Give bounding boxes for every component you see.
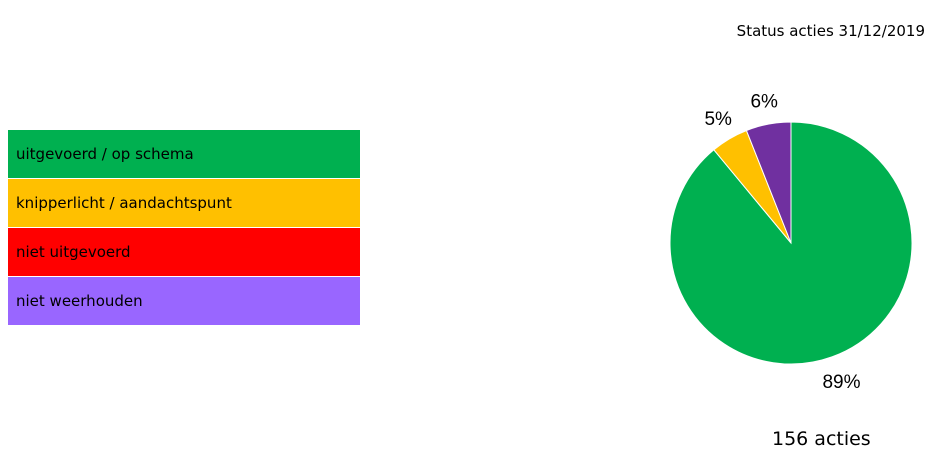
legend-item-uitgevoerd: uitgevoerd / op schema xyxy=(8,130,360,178)
legend: uitgevoerd / op schema knipperlicht / aa… xyxy=(8,130,360,326)
pie-label-6: 6% xyxy=(750,92,778,113)
pie-label-89: 89% xyxy=(822,372,860,390)
pie-slice-6 xyxy=(745,121,792,244)
pie-chart: 89% 5% 6% xyxy=(640,80,935,390)
legend-label-knipperlicht: knipperlicht / aandachtspunt xyxy=(16,194,232,212)
legend-item-niet-weerhouden: niet weerhouden xyxy=(8,277,360,325)
legend-item-niet-uitgevoerd: niet uitgevoerd xyxy=(8,228,360,276)
legend-label-uitgevoerd: uitgevoerd / op schema xyxy=(16,145,194,163)
legend-label-niet-weerhouden: niet weerhouden xyxy=(16,292,143,310)
legend-label-niet-uitgevoerd: niet uitgevoerd xyxy=(16,243,131,261)
legend-item-knipperlicht: knipperlicht / aandachtspunt xyxy=(8,179,360,227)
pie-label-5: 5% xyxy=(704,109,732,130)
chart-title: Status acties 31/12/2019 xyxy=(736,22,925,40)
total-actions-label: 156 acties xyxy=(772,428,871,450)
pie-chart-svg: 89% 5% 6% xyxy=(669,92,913,390)
